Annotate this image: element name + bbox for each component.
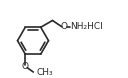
Text: NH₂HCl: NH₂HCl [70, 22, 103, 31]
Text: CH₃: CH₃ [36, 68, 53, 77]
Text: O: O [61, 22, 68, 31]
Text: O: O [22, 62, 29, 71]
